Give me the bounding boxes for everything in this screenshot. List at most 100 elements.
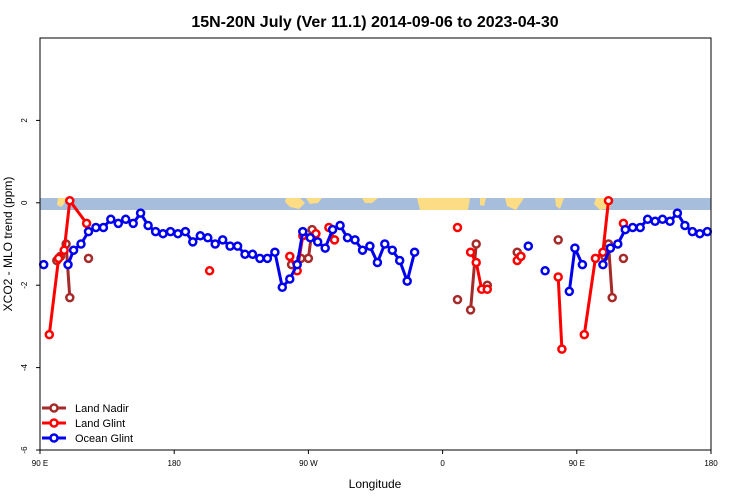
data-point [620,224,631,235]
data-point [687,226,698,237]
land-patch [306,198,322,204]
data-point [320,243,330,253]
y-tick-label: 2 [20,118,29,123]
data-point [627,222,638,233]
data-point [672,208,683,218]
data-point [210,239,220,249]
data-point [240,249,250,260]
x-tick-label: 90 W [299,459,318,468]
data-point [680,220,690,231]
land-patch [57,198,66,207]
data-point [329,235,340,245]
data-point [618,253,629,264]
data-point [203,233,213,243]
data-point [642,214,653,225]
y-axis-label: XCO2 - MLO trend (ppm) [1,177,15,312]
legend-swatch-marker [49,433,59,443]
data-point [607,292,617,303]
y-tick-label: -6 [20,446,29,454]
legend-swatch-marker [49,418,59,428]
x-axis: Longitude 90 E 180 90 W 0 90 E 180 [32,450,718,491]
data-point [83,226,94,237]
x-tick-label: 180 [704,459,718,468]
data-point [285,274,295,284]
data-point [270,247,280,257]
data-point [465,305,476,315]
x-tick-label: 90 E [569,459,585,468]
data-point [523,241,534,251]
data-point [38,259,49,270]
data-point [292,259,302,270]
data-point [204,266,215,276]
data-point [262,253,273,264]
data-point [387,245,398,255]
land-patch [555,198,564,209]
series-ocean-glint [38,208,713,297]
data-point [277,282,288,293]
data-point [577,259,588,270]
data-point [365,241,375,251]
legend-label: Land Nadir [75,403,129,415]
data-point [312,237,323,247]
data-point [217,235,228,245]
data-point [65,292,75,303]
data-point [173,228,183,239]
land-patch [362,198,378,203]
data-point [650,216,660,227]
data-point [63,259,73,270]
data-point [180,226,191,237]
data-point [598,259,608,270]
data-point [342,233,353,243]
data-point [98,222,109,233]
data-point [44,329,55,340]
data-point [59,245,69,255]
x-tick-label: 180 [168,459,182,468]
data-point [143,220,153,231]
data-point [247,249,258,260]
data-point [53,253,64,264]
data-point [471,257,481,268]
y-tick-label: -4 [20,363,29,371]
x-tick-label: 0 [440,459,445,468]
data-point [68,245,79,255]
data-point [702,226,713,237]
data-point [465,247,476,257]
data-point [603,195,614,206]
data-point [605,243,616,253]
data-point [83,253,94,264]
y-tick-label: -2 [20,281,29,289]
data-point [327,224,338,235]
data-point [482,284,493,295]
data-point [570,243,580,253]
data-point [564,286,575,297]
data-point [553,272,563,282]
data-point [394,255,405,266]
data-point [81,218,92,229]
data-point [65,195,75,206]
data-point [452,294,463,305]
data-point [91,222,101,233]
data-point [128,218,138,229]
data-point [76,239,86,249]
data-point [350,235,360,245]
data-point [158,228,168,239]
series-line [469,243,478,311]
series-line [567,246,584,292]
data-point [195,231,206,241]
land-patch [285,198,305,209]
data-point [471,239,481,249]
land-band [40,198,711,210]
data-point [232,241,243,251]
data-point [113,218,124,229]
chart-title: 15N-20N July (Ver 11.1) 2014-09-06 to 20… [191,14,558,31]
ocean-band [40,198,711,210]
y-axis: XCO2 - MLO trend (ppm) 2 0 -2 -4 -6 [1,118,40,454]
data-point [635,222,645,233]
data-point [516,251,526,262]
data-point [303,253,314,264]
data-point [613,239,623,249]
data-point [298,226,308,237]
data-point [409,247,420,257]
data-point [579,329,590,340]
data-point [402,276,412,286]
